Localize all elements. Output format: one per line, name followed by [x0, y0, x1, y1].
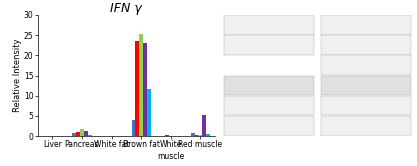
FancyBboxPatch shape: [322, 76, 411, 95]
Bar: [198, 135, 202, 136]
Bar: [84, 131, 88, 136]
Text: muscle: muscle: [157, 152, 184, 161]
FancyBboxPatch shape: [322, 15, 411, 35]
FancyBboxPatch shape: [224, 76, 314, 95]
FancyBboxPatch shape: [322, 35, 411, 55]
Bar: [202, 115, 206, 136]
FancyBboxPatch shape: [224, 116, 314, 135]
Bar: [139, 34, 143, 136]
Bar: [88, 135, 92, 136]
FancyBboxPatch shape: [224, 15, 314, 35]
Bar: [165, 135, 169, 136]
Y-axis label: Relative Intensity: Relative Intensity: [13, 39, 22, 112]
FancyBboxPatch shape: [224, 35, 314, 55]
Bar: [191, 133, 195, 136]
FancyBboxPatch shape: [322, 96, 411, 115]
Title: IFN γ: IFN γ: [111, 2, 142, 15]
Bar: [143, 43, 147, 136]
Bar: [147, 89, 151, 136]
Bar: [76, 132, 80, 136]
FancyBboxPatch shape: [224, 96, 314, 115]
FancyBboxPatch shape: [322, 116, 411, 135]
Bar: [136, 41, 139, 136]
Bar: [131, 120, 136, 136]
FancyBboxPatch shape: [322, 55, 411, 75]
Bar: [80, 129, 84, 136]
Bar: [72, 133, 76, 136]
Bar: [195, 134, 198, 136]
Bar: [206, 134, 210, 136]
